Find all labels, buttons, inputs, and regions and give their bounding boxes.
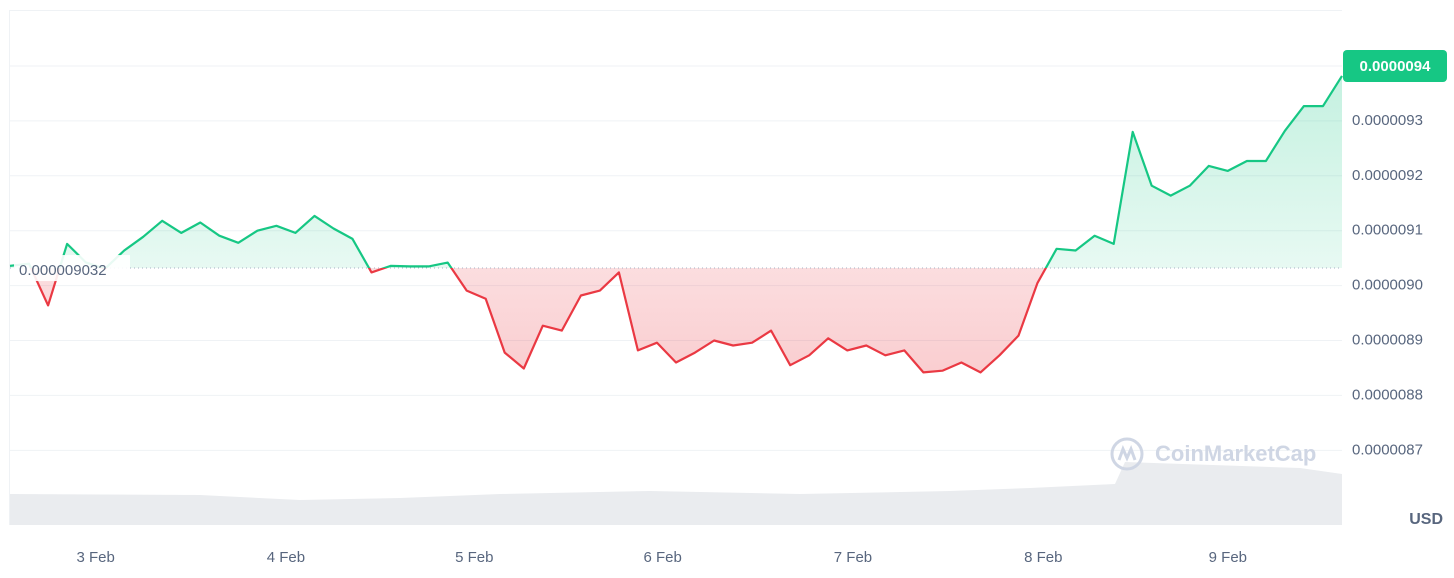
y-tick-label: 0.0000087 bbox=[1352, 441, 1423, 458]
x-tick-label: 6 Feb bbox=[644, 549, 682, 566]
price-line-up bbox=[9, 75, 1343, 269]
x-tick-label: 7 Feb bbox=[834, 549, 872, 566]
area-down bbox=[30, 268, 1046, 373]
currency-label: USD bbox=[1409, 511, 1443, 528]
x-tick-label: 5 Feb bbox=[455, 549, 493, 566]
y-tick-label: 0.0000089 bbox=[1352, 331, 1423, 348]
watermark-logo bbox=[1110, 437, 1144, 471]
baseline-label: 0.000009032 bbox=[19, 262, 107, 279]
price-line-down bbox=[29, 268, 1048, 374]
current-price-label: 0.0000094 bbox=[1360, 58, 1432, 75]
y-tick-label: 0.0000091 bbox=[1352, 222, 1423, 239]
y-tick-label: 0.0000092 bbox=[1352, 167, 1423, 184]
y-tick-label: 0.0000093 bbox=[1352, 112, 1423, 129]
y-tick-label: 0.0000088 bbox=[1352, 386, 1423, 403]
area-up bbox=[10, 75, 1342, 269]
marks: 0.000009032 0.0000094 bbox=[9, 50, 1447, 374]
volume-area bbox=[10, 462, 1342, 525]
baseline-label-bg bbox=[14, 255, 130, 282]
x-tick-label: 4 Feb bbox=[267, 549, 305, 566]
x-tick-label: 9 Feb bbox=[1209, 549, 1247, 566]
watermark: CoinMarketCap bbox=[1155, 441, 1316, 466]
current-price-badge bbox=[1343, 50, 1447, 83]
y-tick-label: 0.0000090 bbox=[1352, 277, 1423, 294]
x-tick-label: 3 Feb bbox=[76, 549, 114, 566]
x-tick-label: 8 Feb bbox=[1024, 549, 1062, 566]
